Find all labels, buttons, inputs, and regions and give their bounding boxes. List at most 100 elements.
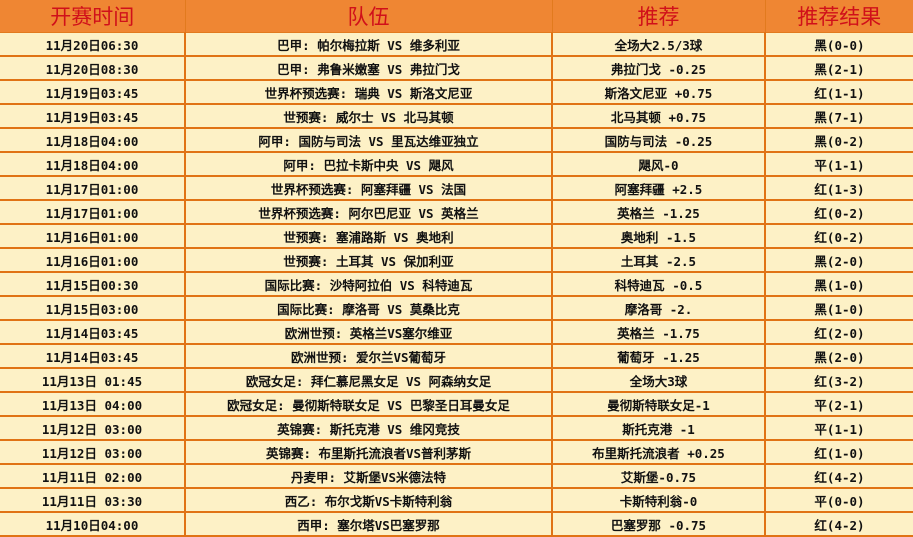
kickoff-time-cell: 11月18日04:00 <box>0 128 186 153</box>
result-cell: 黑(0-2) <box>764 128 913 153</box>
result-cell: 红(1-3) <box>764 176 913 201</box>
pick-cell: 科特迪瓦 -0.5 <box>551 272 766 297</box>
kickoff-time-cell: 11月18日04:00 <box>0 152 186 177</box>
header-pick: 推荐 <box>551 0 766 33</box>
kickoff-time-cell: 11月14日03:45 <box>0 320 186 345</box>
match-cell: 欧洲世预: 爱尔兰VS葡萄牙 <box>184 344 553 369</box>
table-row: 11月13日 04:00 欧冠女足: 曼彻斯特联女足 VS 巴黎圣日耳曼女足 曼彻斯… <box>0 392 913 417</box>
result-cell: 黑(2-1) <box>764 56 913 81</box>
result-cell: 平(1-1) <box>764 416 913 441</box>
pick-cell: 奥地利 -1.5 <box>551 224 766 249</box>
match-cell: 西乙: 布尔戈斯VS卡斯特利翁 <box>184 488 553 513</box>
table-row: 11月15日00:30 国际比赛: 沙特阿拉伯 VS 科特迪瓦 科特迪瓦 -0.5 黑… <box>0 272 913 297</box>
result-cell: 红(1-0) <box>764 440 913 465</box>
table-row: 11月17日01:00 世界杯预选赛: 阿塞拜疆 VS 法国 阿塞拜疆 +2.5 红(… <box>0 176 913 201</box>
pick-cell: 曼彻斯特联女足-1 <box>551 392 766 417</box>
result-cell: 平(0-0) <box>764 488 913 513</box>
result-cell: 红(4-2) <box>764 464 913 489</box>
kickoff-time-cell: 11月10日04:00 <box>0 512 186 537</box>
table-row: 11月18日04:00 阿甲: 巴拉卡斯中央 VS 飓风 飓风-0 平(1-1) <box>0 152 913 177</box>
result-cell: 黑(2-0) <box>764 248 913 273</box>
match-cell: 阿甲: 国防与司法 VS 里瓦达维亚独立 <box>184 128 553 153</box>
match-cell: 英锦赛: 斯托克港 VS 维冈竞技 <box>184 416 553 441</box>
table-row: 11月13日 01:45 欧冠女足: 拜仁慕尼黑女足 VS 阿森纳女足 全场大3球红… <box>0 368 913 393</box>
kickoff-time-cell: 11月13日 01:45 <box>0 368 186 393</box>
match-cell: 世预赛: 威尔士 VS 北马其顿 <box>184 104 553 129</box>
table-row: 11月16日01:00 世预赛: 土耳其 VS 保加利亚 土耳其 -2.5 黑(2-0… <box>0 248 913 273</box>
pick-cell: 土耳其 -2.5 <box>551 248 766 273</box>
pick-cell: 国防与司法 -0.25 <box>551 128 766 153</box>
match-cell: 西甲: 塞尔塔VS巴塞罗那 <box>184 512 553 537</box>
match-cell: 世预赛: 土耳其 VS 保加利亚 <box>184 248 553 273</box>
pick-cell: 巴塞罗那 -0.75 <box>551 512 766 537</box>
kickoff-time-cell: 11月11日 02:00 <box>0 464 186 489</box>
result-cell: 平(1-1) <box>764 152 913 177</box>
match-cell: 巴甲: 帕尔梅拉斯 VS 维多利亚 <box>184 32 553 57</box>
match-cell: 世界杯预选赛: 阿尔巴尼亚 VS 英格兰 <box>184 200 553 225</box>
pick-cell: 摩洛哥 -2. <box>551 296 766 321</box>
table-row: 11月19日03:45 世预赛: 威尔士 VS 北马其顿 北马其顿 +0.75 黑(7… <box>0 104 913 129</box>
pick-cell: 全场大3球 <box>551 368 766 393</box>
result-cell: 黑(1-0) <box>764 272 913 297</box>
header-row: 开赛时间 队伍 推荐 推荐结果 <box>0 0 913 33</box>
pick-cell: 飓风-0 <box>551 152 766 177</box>
pick-cell: 斯洛文尼亚 +0.75 <box>551 80 766 105</box>
header-teams: 队伍 <box>184 0 553 33</box>
kickoff-time-cell: 11月15日00:30 <box>0 272 186 297</box>
kickoff-time-cell: 11月11日 03:30 <box>0 488 186 513</box>
match-cell: 丹麦甲: 艾斯堡VS米德法特 <box>184 464 553 489</box>
result-cell: 红(0-2) <box>764 224 913 249</box>
table-row: 11月11日 02:00 丹麦甲: 艾斯堡VS米德法特 艾斯堡-0.75 红(4-2) <box>0 464 913 489</box>
kickoff-time-cell: 11月12日 03:00 <box>0 416 186 441</box>
pick-cell: 布里斯托流浪者 +0.25 <box>551 440 766 465</box>
table-row: 11月14日03:45 欧洲世预: 英格兰VS塞尔维亚 英格兰 -1.75 红(2-0… <box>0 320 913 345</box>
kickoff-time-cell: 11月19日03:45 <box>0 104 186 129</box>
result-cell: 红(2-0) <box>764 320 913 345</box>
match-cell: 世预赛: 塞浦路斯 VS 奥地利 <box>184 224 553 249</box>
kickoff-time-cell: 11月17日01:00 <box>0 200 186 225</box>
table-row: 11月12日 03:00 英锦赛: 布里斯托流浪者VS普利茅斯 布里斯托流浪者 +0… <box>0 440 913 465</box>
kickoff-time-cell: 11月14日03:45 <box>0 344 186 369</box>
table-row: 11月20日08:30 巴甲: 弗鲁米嫩塞 VS 弗拉门戈 弗拉门戈 -0.25 黑(… <box>0 56 913 81</box>
match-cell: 欧洲世预: 英格兰VS塞尔维亚 <box>184 320 553 345</box>
pick-cell: 葡萄牙 -1.25 <box>551 344 766 369</box>
result-cell: 红(3-2) <box>764 368 913 393</box>
kickoff-time-cell: 11月17日01:00 <box>0 176 186 201</box>
kickoff-time-cell: 11月12日 03:00 <box>0 440 186 465</box>
result-cell: 红(1-1) <box>764 80 913 105</box>
pick-cell: 弗拉门戈 -0.25 <box>551 56 766 81</box>
pick-cell: 阿塞拜疆 +2.5 <box>551 176 766 201</box>
match-cell: 国际比赛: 摩洛哥 VS 莫桑比克 <box>184 296 553 321</box>
kickoff-time-cell: 11月15日03:00 <box>0 296 186 321</box>
kickoff-time-cell: 11月16日01:00 <box>0 248 186 273</box>
table-row: 11月19日03:45 世界杯预选赛: 瑞典 VS 斯洛文尼亚 斯洛文尼亚 +0.7… <box>0 80 913 105</box>
kickoff-time-cell: 11月20日08:30 <box>0 56 186 81</box>
result-cell: 黑(2-0) <box>764 344 913 369</box>
pick-cell: 卡斯特利翁-0 <box>551 488 766 513</box>
result-cell: 黑(7-1) <box>764 104 913 129</box>
match-cell: 欧冠女足: 曼彻斯特联女足 VS 巴黎圣日耳曼女足 <box>184 392 553 417</box>
result-cell: 红(0-2) <box>764 200 913 225</box>
table-row: 11月16日01:00 世预赛: 塞浦路斯 VS 奥地利 奥地利 -1.5 红(0-2… <box>0 224 913 249</box>
table-row: 11月12日 03:00 英锦赛: 斯托克港 VS 维冈竞技 斯托克港 -1 平(1-… <box>0 416 913 441</box>
pick-cell: 英格兰 -1.75 <box>551 320 766 345</box>
pick-cell: 全场大2.5/3球 <box>551 32 766 57</box>
pick-cell: 艾斯堡-0.75 <box>551 464 766 489</box>
table-row: 11月18日04:00 阿甲: 国防与司法 VS 里瓦达维亚独立 国防与司法 -0.… <box>0 128 913 153</box>
pick-cell: 斯托克港 -1 <box>551 416 766 441</box>
header-kickoff-time: 开赛时间 <box>0 0 186 33</box>
table-row: 11月11日 03:30 西乙: 布尔戈斯VS卡斯特利翁 卡斯特利翁-0 平(0-0) <box>0 488 913 513</box>
kickoff-time-cell: 11月20日06:30 <box>0 32 186 57</box>
result-cell: 平(2-1) <box>764 392 913 417</box>
pick-cell: 英格兰 -1.25 <box>551 200 766 225</box>
result-cell: 红(4-2) <box>764 512 913 537</box>
table-row: 11月14日03:45 欧洲世预: 爱尔兰VS葡萄牙 葡萄牙 -1.25 黑(2-0) <box>0 344 913 369</box>
table-row: 11月15日03:00 国际比赛: 摩洛哥 VS 莫桑比克 摩洛哥 -2. 黑(1-0… <box>0 296 913 321</box>
table-row: 11月10日04:00 西甲: 塞尔塔VS巴塞罗那 巴塞罗那 -0.75 红(4-2) <box>0 512 913 537</box>
pick-cell: 北马其顿 +0.75 <box>551 104 766 129</box>
table-row: 11月20日06:30 巴甲: 帕尔梅拉斯 VS 维多利亚 全场大2.5/3球 黑(0… <box>0 32 913 57</box>
match-cell: 世界杯预选赛: 瑞典 VS 斯洛文尼亚 <box>184 80 553 105</box>
result-cell: 黑(1-0) <box>764 296 913 321</box>
table-row: 11月17日01:00 世界杯预选赛: 阿尔巴尼亚 VS 英格兰 英格兰 -1.25… <box>0 200 913 225</box>
